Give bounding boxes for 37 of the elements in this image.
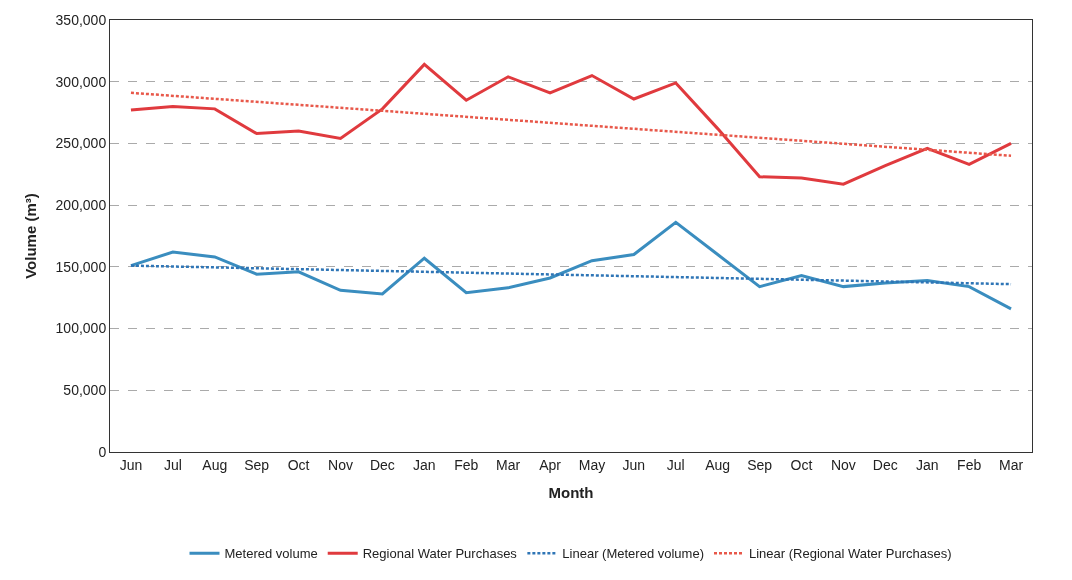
x-tick-label: Mar — [496, 456, 521, 473]
y-tick-label: 100,000 — [55, 320, 107, 337]
x-axis-title: Month — [548, 483, 594, 501]
y-tick-label: 350,000 — [55, 11, 107, 28]
x-tick-label: Sep — [747, 456, 773, 473]
legend-label: Regional Water Purchases — [362, 546, 518, 562]
x-tick-label: Nov — [830, 456, 856, 473]
x-tick-label: Apr — [539, 456, 562, 473]
line-series — [129, 62, 1013, 186]
x-tick-label: Oct — [790, 456, 813, 473]
y-axis-title: Volume (m³) — [21, 193, 39, 279]
legend-label: Linear (Regional Water Purchases) — [748, 546, 952, 562]
x-tick-label: Jan — [915, 456, 939, 473]
y-tick-label: 150,000 — [55, 258, 107, 275]
x-tick-label: Jun — [622, 456, 646, 473]
x-tick-label: Aug — [202, 456, 228, 473]
x-tick-label: Jun — [119, 456, 143, 473]
y-tick-label: 300,000 — [55, 73, 107, 90]
x-tick-label: Aug — [705, 456, 731, 473]
x-tick-label: Feb — [454, 456, 479, 473]
y-tick-label: 250,000 — [55, 135, 107, 152]
x-tick-label: Sep — [244, 456, 270, 473]
legend-label: Metered volume — [224, 546, 318, 562]
x-tick-label: Jan — [413, 456, 436, 473]
x-tick-label: Jul — [163, 456, 182, 473]
x-tick-label: Nov — [328, 456, 353, 473]
x-tick-label: May — [578, 456, 606, 473]
x-tick-label: Mar — [998, 456, 1024, 473]
x-tick-label: Dec — [872, 456, 898, 473]
legend-label: Linear (Metered volume) — [562, 546, 704, 562]
y-tick-label: 0 — [98, 443, 107, 460]
x-tick-label: Feb — [957, 456, 982, 473]
x-tick-label: Dec — [369, 456, 395, 473]
x-tick-label: Jul — [666, 456, 685, 473]
y-tick-label: 50,000 — [63, 382, 107, 399]
x-tick-label: Oct — [287, 456, 310, 473]
y-tick-label: 200,000 — [55, 197, 107, 214]
